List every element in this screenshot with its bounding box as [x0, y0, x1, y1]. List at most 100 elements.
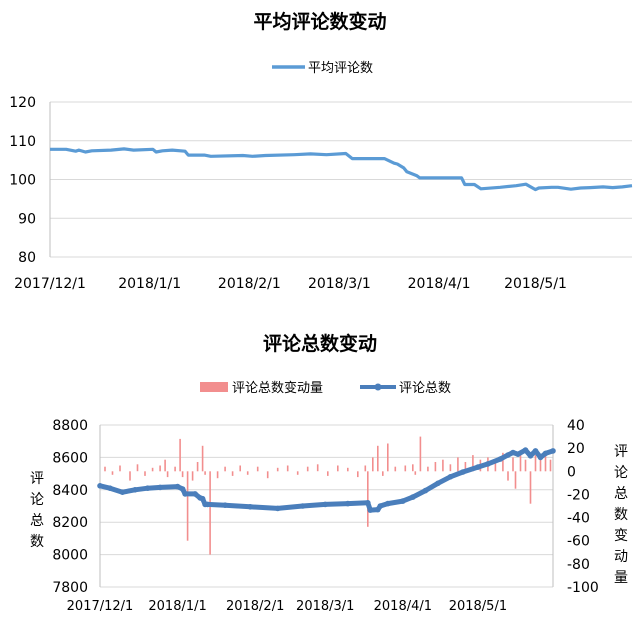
chart2-bar [186, 471, 189, 541]
chart2-bar [276, 467, 279, 472]
chart2-bar [367, 471, 369, 527]
chart2-left-y-axis-char: 总 [30, 513, 44, 529]
chart2-bars [104, 436, 552, 555]
chart2-left-y-tick-label: 7800 [52, 580, 88, 596]
chart2-left-y-axis-char: 论 [30, 492, 44, 508]
chart2-left-y-tick-labels: 7800 8000 8200 8400 8600 8800 [52, 418, 88, 596]
chart2-right-y-tick-label: 40 [567, 418, 585, 434]
chart2-bar [377, 445, 379, 472]
chart2-bar [337, 465, 339, 472]
chart2-right-y-tick-label: 0 [567, 464, 576, 480]
chart2-line-point [174, 483, 181, 490]
chart2-line-point [460, 469, 466, 475]
chart2-line-point [497, 456, 504, 462]
chart2-line-point [422, 487, 429, 494]
chart2-line-point [435, 480, 441, 487]
chart2-bar [256, 466, 259, 472]
chart1-y-tick-label: 120 [9, 95, 36, 111]
chart2-right-y-axis-char: 数 [614, 507, 628, 523]
chart2-line-point [182, 491, 188, 497]
chart2-bar [166, 471, 169, 478]
chart2-line-point [550, 448, 556, 454]
chart2-right-y-axis-char: 评 [614, 444, 628, 460]
chart2-line-point [542, 450, 549, 457]
chart2-bar [327, 471, 329, 476]
chart2-left-y-tick-label: 8000 [52, 548, 88, 564]
total-review-chart: 评论总数变动 评论总数变动量 评论总数 78008000820084008600… [30, 332, 628, 614]
chart2-line-point [475, 464, 481, 470]
chart2-bar [372, 457, 374, 472]
chart2-line-point [274, 505, 281, 512]
chart2-line-point [527, 453, 534, 459]
chart2-bar [224, 466, 226, 472]
chart2-bar [231, 471, 234, 476]
chart2-bar [179, 438, 181, 472]
chart1-legend-label: 平均评论数 [308, 61, 373, 76]
chart2-right-y-tick-label: -100 [567, 580, 599, 596]
chart2-bar [514, 471, 517, 489]
chart2-bar [216, 471, 219, 479]
chart2-bar [164, 459, 166, 472]
chart1-gridlines [50, 101, 632, 258]
chart2-x-tick-label: 2018/4/1 [374, 599, 432, 614]
chart2-bar [419, 436, 422, 472]
chart2-bar [191, 471, 194, 481]
chart2-bar [457, 457, 459, 472]
chart2-left-y-tick-label: 8800 [52, 418, 88, 434]
chart2-x-tick-labels: 2017/12/1 2018/1/1 2018/2/1 2018/3/1 2018/4/… [67, 599, 507, 614]
chart1-x-tick-label: 2018/1/1 [118, 276, 181, 292]
chart2-bar [364, 465, 367, 472]
chart2-bar [129, 471, 131, 481]
chart2-line-point [222, 502, 228, 509]
chart2-bar [449, 464, 452, 472]
chart2-line-point [515, 451, 521, 458]
chart2-line-point [447, 474, 454, 480]
chart2-right-y-axis-char: 论 [614, 465, 628, 481]
chart2-line-point [204, 501, 211, 508]
chart1-y-tick-label: 100 [9, 173, 36, 189]
chart2-right-y-tick-label: -60 [567, 534, 590, 550]
chart2-right-y-axis-char: 总 [614, 486, 628, 502]
chart2-line-point [365, 500, 371, 506]
chart2-bar [442, 459, 444, 472]
chart2-bar [394, 466, 397, 472]
chart2-line-point [410, 494, 416, 500]
chart2-right-y-axis-char: 变 [614, 528, 628, 544]
chart2-series-line [97, 447, 556, 513]
chart2-legend-bar-swatch [200, 382, 228, 392]
chart2-line-point [537, 454, 544, 461]
chart2-bar [412, 464, 414, 472]
chart2-bar [196, 462, 199, 472]
chart1-title: 平均评论数变动 [253, 10, 386, 33]
chart2-right-y-tick-label: 20 [567, 441, 585, 457]
chart2-line-point [377, 503, 384, 509]
chart2-right-y-axis-label: 评论总数变动量 [614, 444, 628, 586]
chart2-line-point [400, 498, 406, 504]
chart2-legend-line-marker [374, 383, 382, 391]
chart2-bar [136, 464, 139, 472]
chart2-bar [204, 471, 206, 475]
chart2-bar [286, 465, 289, 472]
chart2-x-tick-label: 2018/2/1 [226, 599, 284, 614]
chart2-right-y-tick-label: -80 [567, 557, 590, 573]
chart2-left-y-axis-char: 评 [30, 471, 44, 487]
chart2-bar [414, 471, 417, 475]
chart2-x-tick-label: 2018/5/1 [449, 599, 507, 614]
chart2-bar [209, 471, 211, 555]
chart2-line-point [510, 449, 516, 456]
chart2-bar [549, 459, 552, 472]
chart2-bar [174, 466, 176, 472]
chart2-line-point [107, 485, 113, 492]
chart2-bar [306, 466, 309, 472]
chart2-line-point [532, 448, 539, 454]
chart2-bar [472, 455, 474, 472]
chart2-bar [519, 450, 522, 472]
chart2-bar [494, 462, 497, 472]
chart2-bar [316, 464, 319, 472]
chart2-bar [159, 465, 161, 472]
chart2-line-point [385, 500, 391, 507]
chart2-bar [534, 455, 537, 472]
chart2-bar [427, 466, 429, 472]
